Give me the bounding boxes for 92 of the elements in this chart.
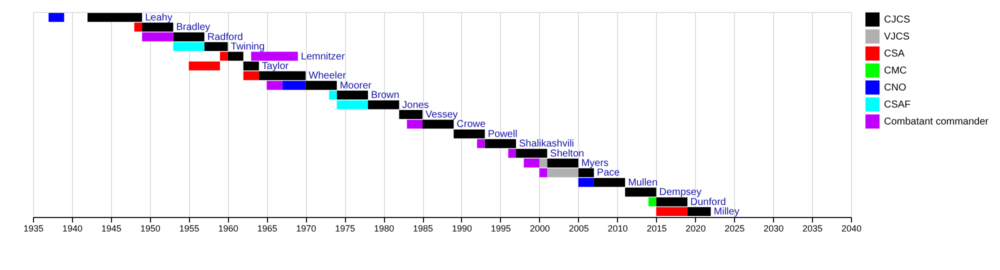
bar bbox=[228, 52, 244, 61]
y-tick-label: Mullen bbox=[628, 177, 658, 188]
bar bbox=[329, 90, 337, 100]
y-tick-label: Moorer bbox=[340, 80, 372, 92]
x-tick-label: 1945 bbox=[101, 224, 122, 234]
bar bbox=[173, 42, 204, 52]
bar bbox=[547, 168, 578, 178]
x-tick-label: 2040 bbox=[841, 224, 862, 234]
bar bbox=[188, 62, 220, 70]
bar bbox=[251, 52, 298, 61]
bar bbox=[220, 52, 228, 61]
y-tick-label: Twining bbox=[230, 42, 265, 53]
x-tick-label: 2030 bbox=[764, 224, 784, 234]
y-tick-label: Brown bbox=[370, 90, 400, 102]
bar bbox=[524, 158, 540, 168]
bar bbox=[648, 197, 656, 206]
bar bbox=[539, 168, 548, 178]
bar bbox=[406, 120, 423, 129]
y-tick-label: Vessey bbox=[426, 110, 458, 120]
bar bbox=[173, 32, 204, 42]
x-tick-label: 1950 bbox=[140, 224, 160, 234]
x-tick-label: 1940 bbox=[62, 224, 82, 234]
y-tick-label: Dempsey bbox=[659, 187, 702, 198]
x-tick-label: 2005 bbox=[568, 224, 589, 234]
y-tick-label: Lemnitzer bbox=[300, 51, 346, 62]
bar bbox=[477, 139, 485, 148]
bar bbox=[516, 148, 548, 158]
bar bbox=[258, 71, 306, 80]
legend-label: VJCS bbox=[884, 32, 910, 42]
bar bbox=[204, 42, 228, 52]
x-tick-label: 2015 bbox=[646, 224, 667, 234]
x-tick-label: 1990 bbox=[452, 224, 472, 234]
bar bbox=[539, 158, 548, 168]
legend-label: Combatant commander bbox=[884, 116, 990, 128]
legend-label: CSA bbox=[884, 48, 905, 60]
bar bbox=[656, 207, 688, 216]
bar bbox=[399, 110, 423, 119]
bar bbox=[578, 178, 594, 187]
x-tick-label: 1975 bbox=[335, 224, 356, 234]
y-tick-label: Pace bbox=[596, 168, 620, 179]
legend-label: CSAF bbox=[884, 100, 911, 110]
x-tick-label: 1980 bbox=[374, 224, 394, 234]
legend-label: CNO bbox=[884, 82, 906, 94]
y-tick-label: Powell bbox=[488, 128, 518, 140]
x-tick-label: 1935 bbox=[23, 224, 44, 234]
x-tick-label: 2000 bbox=[530, 224, 550, 234]
bar bbox=[484, 139, 516, 148]
x-tick-label: 1965 bbox=[257, 224, 278, 234]
y-tick-label: Crowe bbox=[456, 119, 486, 130]
bar bbox=[508, 148, 516, 158]
bar bbox=[547, 158, 578, 168]
x-tick-label: 1970 bbox=[296, 224, 316, 234]
bar bbox=[88, 12, 142, 22]
bar bbox=[336, 90, 368, 100]
y-tick-label: Bradley bbox=[176, 22, 210, 34]
x-tick-label: 1960 bbox=[218, 224, 238, 234]
legend-label: CJCS bbox=[884, 14, 910, 26]
bar bbox=[578, 168, 594, 178]
y-tick-label: Milley bbox=[714, 206, 740, 218]
bar bbox=[243, 71, 259, 80]
bar bbox=[656, 197, 688, 206]
bar bbox=[454, 129, 485, 138]
bar bbox=[282, 80, 306, 90]
x-tick-label: 1985 bbox=[413, 224, 434, 234]
bar bbox=[48, 12, 64, 22]
bar bbox=[625, 188, 656, 197]
bar bbox=[422, 120, 454, 129]
y-tick-label: Taylor bbox=[262, 60, 290, 72]
y-tick-label: Radford bbox=[207, 32, 243, 43]
legend-label: CMC bbox=[884, 66, 907, 76]
bar bbox=[266, 80, 282, 90]
bar bbox=[142, 32, 174, 42]
bar bbox=[594, 178, 626, 187]
y-tick-label: Myers bbox=[581, 158, 609, 170]
y-tick-label: Leahy bbox=[145, 12, 172, 24]
bar bbox=[142, 22, 174, 32]
x-tick-label: 2020 bbox=[686, 224, 706, 234]
bar bbox=[243, 62, 259, 70]
y-tick-label: Shelton bbox=[550, 148, 584, 160]
x-tick-label: 1995 bbox=[490, 224, 511, 234]
bar bbox=[336, 100, 368, 110]
x-tick-label: 2035 bbox=[802, 224, 823, 234]
y-tick-label: Shalikashvili bbox=[519, 138, 574, 150]
x-tick-label: 2010 bbox=[608, 224, 628, 234]
bar bbox=[134, 22, 142, 32]
x-tick-label: 1955 bbox=[179, 224, 200, 234]
bar bbox=[306, 80, 337, 90]
bar bbox=[368, 100, 400, 110]
x-tick-label: 2025 bbox=[724, 224, 745, 234]
y-tick-label: Wheeler bbox=[308, 70, 347, 82]
y-tick-label: Jones bbox=[402, 100, 429, 111]
y-tick-label: Dunford bbox=[690, 196, 726, 208]
